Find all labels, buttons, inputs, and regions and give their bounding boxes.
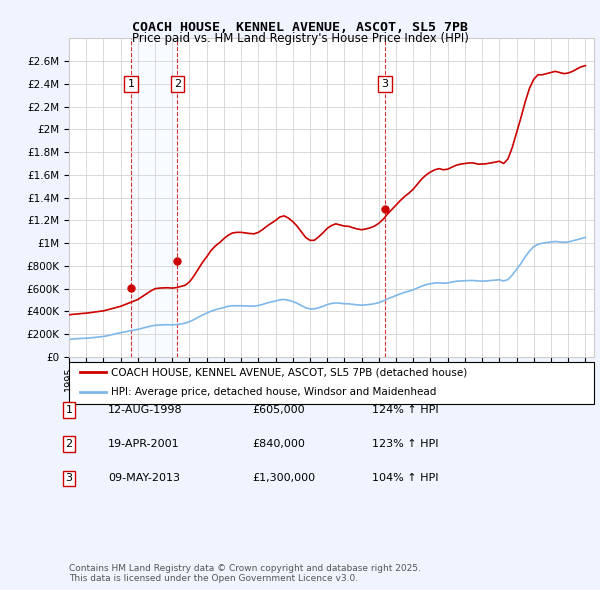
Text: HPI: Average price, detached house, Windsor and Maidenhead: HPI: Average price, detached house, Wind… [111, 387, 436, 397]
Text: 2: 2 [65, 440, 73, 449]
Text: COACH HOUSE, KENNEL AVENUE, ASCOT, SL5 7PB: COACH HOUSE, KENNEL AVENUE, ASCOT, SL5 7… [132, 21, 468, 34]
Text: £605,000: £605,000 [252, 405, 305, 415]
Text: 1: 1 [128, 79, 135, 89]
Text: 09-MAY-2013: 09-MAY-2013 [108, 474, 180, 483]
Text: 1: 1 [65, 405, 73, 415]
FancyBboxPatch shape [69, 362, 594, 404]
Text: 123% ↑ HPI: 123% ↑ HPI [372, 440, 439, 449]
Text: Price paid vs. HM Land Registry's House Price Index (HPI): Price paid vs. HM Land Registry's House … [131, 32, 469, 45]
Text: Contains HM Land Registry data © Crown copyright and database right 2025.
This d: Contains HM Land Registry data © Crown c… [69, 563, 421, 583]
Text: 3: 3 [65, 474, 73, 483]
Text: 2: 2 [174, 79, 181, 89]
Bar [131, 38, 178, 357]
Text: 124% ↑ HPI: 124% ↑ HPI [372, 405, 439, 415]
Text: 3: 3 [382, 79, 388, 89]
Text: 12-AUG-1998: 12-AUG-1998 [108, 405, 182, 415]
Text: £840,000: £840,000 [252, 440, 305, 449]
Text: 19-APR-2001: 19-APR-2001 [108, 440, 179, 449]
Text: £1,300,000: £1,300,000 [252, 474, 315, 483]
Text: 104% ↑ HPI: 104% ↑ HPI [372, 474, 439, 483]
Text: COACH HOUSE, KENNEL AVENUE, ASCOT, SL5 7PB (detached house): COACH HOUSE, KENNEL AVENUE, ASCOT, SL5 7… [111, 368, 467, 377]
